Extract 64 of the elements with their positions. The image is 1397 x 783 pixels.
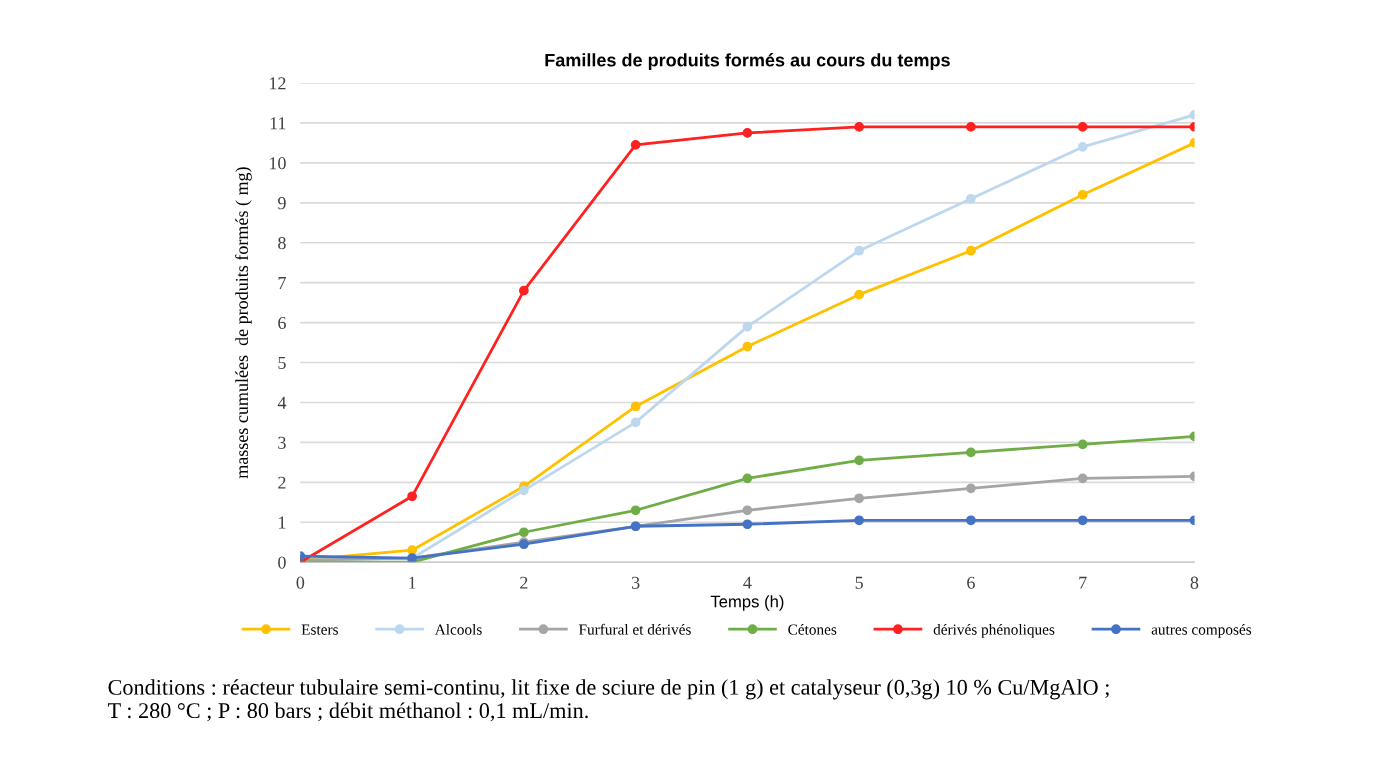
point (742, 473, 753, 484)
point (1077, 473, 1088, 484)
point (1077, 439, 1088, 450)
point (630, 417, 641, 428)
point (742, 341, 753, 352)
y-tick-label: 12 (270, 77, 286, 90)
legend-label: Cétones (788, 623, 837, 635)
text: Conditions : réacteur tubulaire semi-continu, lit fixe de sciure de pin (1 g) et catalyseur (0,3g) 10 % Cu/MgAlO ; T : 280 °C ; P : 80 bars ; débit méthanol : 0,1 mL/min. (107, 678, 1109, 722)
point (742, 321, 753, 332)
x-tick-label: 5 (855, 576, 863, 589)
chart-title: Familles de produits formés au cours du temps (545, 53, 950, 71)
legend-label: dérivés phénoliques (933, 623, 1055, 638)
y-tick-label: 11 (270, 117, 286, 130)
x-tick-label: 2 (520, 576, 528, 589)
point (854, 245, 865, 256)
point (630, 505, 641, 516)
point (966, 245, 976, 256)
y-tick-label: 0 (278, 556, 286, 569)
point (742, 128, 753, 138)
point (630, 401, 641, 412)
y-tick-label: 2 (278, 476, 286, 489)
point (966, 193, 976, 204)
x-tick-label: 3 (631, 576, 640, 589)
y-tick-label: 7 (278, 277, 286, 289)
point (854, 493, 865, 504)
legend-label: Esters (301, 624, 338, 635)
point (966, 515, 976, 526)
point (854, 122, 865, 132)
x-axis-title: Temps (h) (710, 595, 784, 611)
point (519, 527, 529, 538)
x-tick-label: 1 (409, 576, 416, 589)
x-tick-label: 0 (296, 576, 305, 589)
y-tick-label: 3 (278, 436, 286, 449)
point (966, 122, 976, 132)
y-tick-label: 6 (278, 316, 286, 330)
point (1077, 515, 1088, 526)
legend-label: Furfural et dérivés (578, 623, 691, 635)
point (966, 483, 976, 494)
point (1077, 189, 1088, 200)
point (519, 485, 529, 496)
x-tick-label: 4 (743, 576, 752, 589)
point (519, 285, 529, 296)
legend-label: autres composés (1151, 623, 1252, 638)
x-tick-label: 7 (1079, 576, 1087, 589)
point (966, 447, 976, 458)
point (1077, 142, 1088, 152)
y-tick-label: 1 (279, 516, 286, 529)
point (854, 515, 865, 526)
legend-label: Alcools (434, 623, 482, 635)
y-tick-label: 9 (278, 197, 286, 210)
point (407, 491, 417, 502)
y-tick-label: 4 (277, 396, 287, 409)
x-tick-label: 8 (1190, 576, 1199, 589)
y-tick-label: 10 (270, 157, 286, 170)
point (630, 140, 641, 150)
y-axis-title: masses cumulées de produits formés ( mg) (235, 167, 252, 479)
point (854, 289, 865, 300)
point (1077, 122, 1088, 132)
y-tick-label: 5 (278, 356, 286, 369)
point (742, 505, 753, 516)
point (742, 519, 753, 530)
y-tick-label: 8 (278, 236, 286, 250)
point (854, 455, 865, 466)
x-tick-label: 6 (967, 576, 975, 589)
